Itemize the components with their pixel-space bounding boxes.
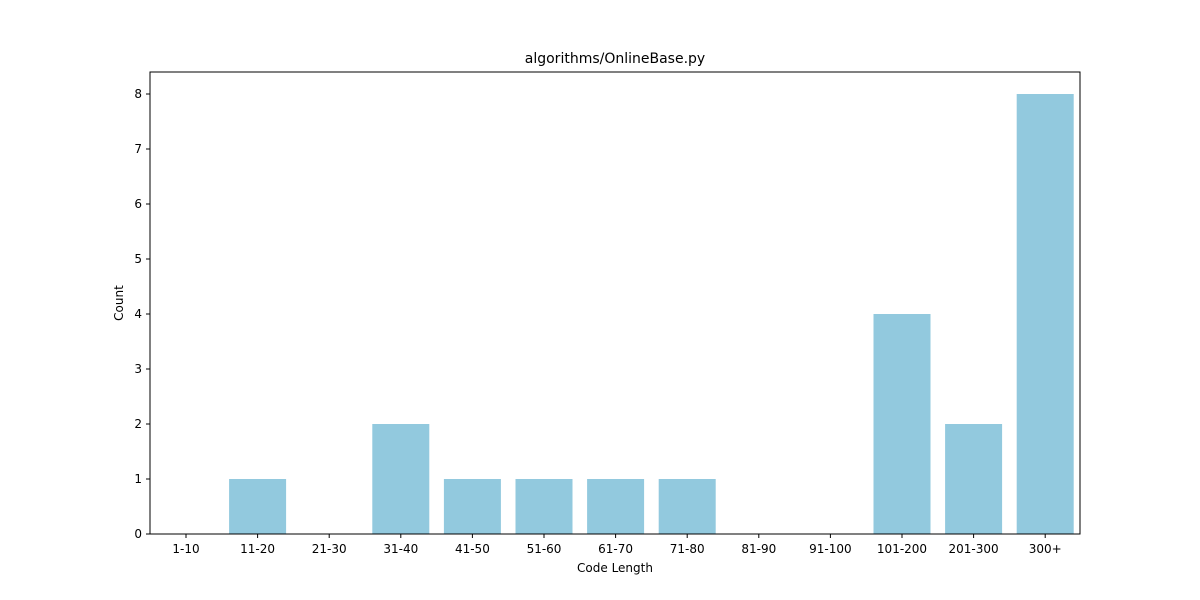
x-tick-label: 61-70 [598,542,633,556]
chart-title: algorithms/OnlineBase.py [525,51,705,67]
bar-41-50 [443,479,501,534]
y-tick-label: 5 [134,252,142,266]
x-tick-label: 21-30 [312,542,347,556]
bar-201-300 [945,424,1003,534]
y-tick-label: 7 [134,142,142,156]
x-axis-label: Code Length [577,561,653,575]
x-tick-label: 71-80 [670,542,705,556]
y-tick-label: 2 [134,417,142,431]
bar-61-70 [587,479,645,534]
bar-300+ [1016,94,1074,534]
bar-101-200 [873,314,931,534]
x-tick-label: 201-300 [949,542,999,556]
x-tick-label: 81-90 [741,542,776,556]
bar-71-80 [658,479,716,534]
x-tick-label: 11-20 [240,542,275,556]
x-tick-label: 1-10 [172,542,199,556]
y-axis: 0 1 2 3 4 5 6 7 8 [134,87,150,541]
bars-layer [229,94,1074,534]
y-tick-label: 6 [134,197,142,211]
x-tick-label: 51-60 [527,542,562,556]
bar-11-20 [229,479,287,534]
y-tick-label: 8 [134,87,142,101]
x-tick-label: 41-50 [455,542,490,556]
x-tick-label: 101-200 [877,542,927,556]
bar-31-40 [372,424,430,534]
plot-frame [149,71,1081,535]
x-tick-label: 300+ [1029,542,1062,556]
y-axis-label: Count [112,285,126,321]
y-tick-label: 0 [134,527,142,541]
y-tick-label: 1 [134,472,142,486]
y-tick-label: 4 [134,307,142,321]
x-tick-label: 91-100 [809,542,852,556]
y-tick-label: 3 [134,362,142,376]
x-axis: 1-10 11-20 21-30 31-40 41-50 51-60 61-70 71-80 8… [172,534,1062,556]
x-tick-label: 31-40 [383,542,418,556]
bar-51-60 [515,479,573,534]
